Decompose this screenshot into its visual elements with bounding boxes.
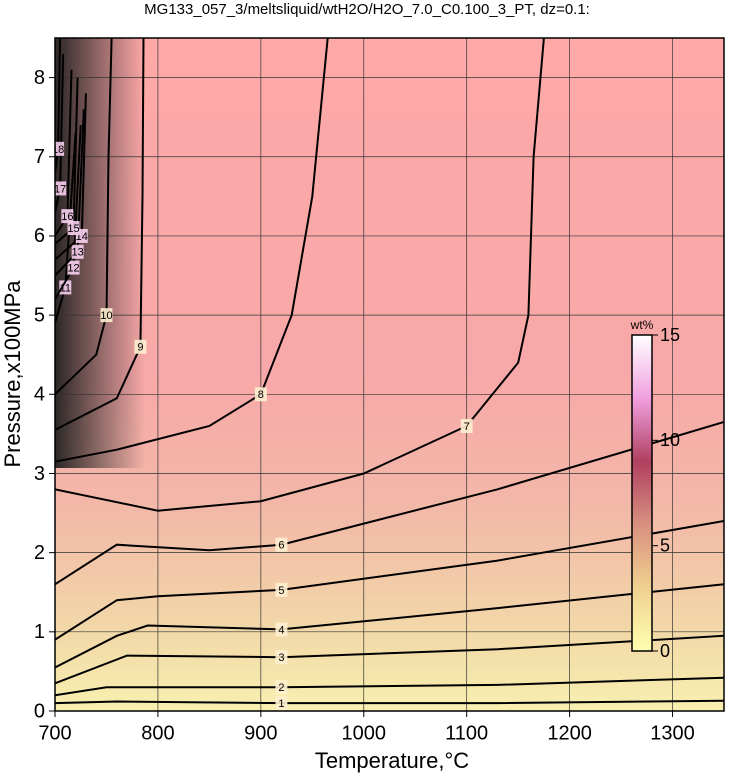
contour-label: 11 xyxy=(60,282,71,294)
contour-label: 13 xyxy=(72,247,84,259)
contour-line xyxy=(55,421,724,586)
y-tick-label: 1 xyxy=(34,621,45,643)
y-tick-label: 5 xyxy=(34,304,45,326)
colorbar-tick-label: 5 xyxy=(660,535,670,555)
contour-label: 18 xyxy=(52,144,64,156)
contour-label-bg xyxy=(254,387,267,402)
contour-label-bg xyxy=(55,141,65,156)
y-tick-label: 8 xyxy=(34,67,45,89)
colorbar xyxy=(631,334,653,652)
x-tick-label: 1000 xyxy=(342,722,387,744)
contour-label: 3 xyxy=(278,652,284,664)
contour-label-bg xyxy=(100,308,113,323)
contour-label-bg xyxy=(460,418,473,433)
contour-label: 7 xyxy=(464,421,470,433)
contour-label-bg xyxy=(61,209,74,224)
contour-label: 6 xyxy=(278,540,284,552)
contour-label-bg xyxy=(71,244,84,259)
y-axis-label: Pressure,x100MPa xyxy=(0,280,25,468)
x-tick-label: 700 xyxy=(38,722,71,744)
colorbar-tick-label: 10 xyxy=(660,430,680,450)
plot-background xyxy=(55,38,724,711)
contour-label: 12 xyxy=(67,263,79,275)
contour-label-bg xyxy=(275,537,288,552)
colorbar-tick-label: 15 xyxy=(660,325,680,345)
y-tick-label: 4 xyxy=(34,384,45,406)
colorbar-tick-label: 0 xyxy=(660,641,670,661)
contour-label-bg xyxy=(59,280,72,295)
contour-line xyxy=(55,520,724,641)
contour-label-bg xyxy=(275,582,288,597)
contour-label: 1 xyxy=(278,698,284,710)
x-tick-label: 900 xyxy=(244,722,277,744)
contour-label: 9 xyxy=(137,342,143,354)
contour-label-bg xyxy=(55,181,67,196)
contour-label-bg xyxy=(275,696,288,711)
y-tick-label: 0 xyxy=(34,700,45,722)
x-axis-label: Temperature,°C xyxy=(315,748,469,773)
x-tick-label: 1100 xyxy=(445,722,488,744)
y-tick-label: 2 xyxy=(34,542,45,564)
contour-label-bg xyxy=(275,650,288,665)
contour-label: 10 xyxy=(100,310,112,322)
contour-label: 17 xyxy=(54,183,66,195)
contour-label-bg xyxy=(67,221,80,236)
y-tick-label: 3 xyxy=(34,463,45,485)
contour-label-bg xyxy=(134,339,147,354)
y-tick-label: 7 xyxy=(34,146,45,168)
contour-label: 16 xyxy=(61,211,73,223)
contour-line xyxy=(55,583,724,669)
contour-label: 4 xyxy=(278,624,284,636)
contour-label: 2 xyxy=(278,682,284,694)
y-tick-label: 6 xyxy=(34,225,45,247)
contour-label-bg xyxy=(275,680,288,695)
contour-label: 5 xyxy=(278,585,284,597)
x-tick-label: 1200 xyxy=(547,722,592,744)
contour-label: 15 xyxy=(67,223,79,235)
x-tick-label: 1300 xyxy=(650,722,695,744)
contour-label: 8 xyxy=(258,389,264,401)
chart-title: MG133_057_3/meltsliquid/wtH2O/H2O_7.0_C0… xyxy=(144,1,590,18)
x-tick-label: 800 xyxy=(141,722,174,744)
contour-label-bg xyxy=(275,622,288,637)
colorbar-label: wt% xyxy=(630,318,654,332)
contour-label-bg xyxy=(67,260,80,275)
plot-frame xyxy=(54,37,725,712)
